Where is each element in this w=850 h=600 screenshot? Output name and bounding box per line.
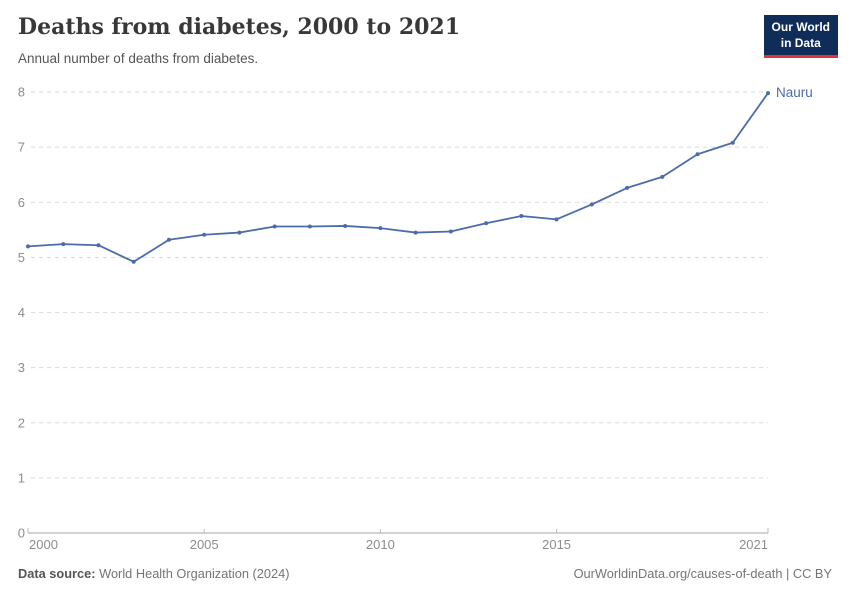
credit-link[interactable]: OurWorldinData.org/causes-of-death | CC … (573, 566, 832, 581)
chart-title: Deaths from diabetes, 2000 to 2021 (18, 14, 461, 40)
y-tick-label: 6 (18, 195, 25, 210)
owid-logo-line1: Our World (771, 20, 830, 34)
line-chart: 0 1 2 3 4 5 6 7 8 2000 2005 2010 2015 2021 Nauru (18, 85, 813, 553)
data-point (131, 259, 136, 264)
y-tick-label: 8 (18, 85, 25, 100)
series-label: Nauru (776, 85, 813, 100)
y-tick-label: 2 (18, 415, 25, 430)
data-line (27, 92, 769, 263)
data-point (202, 232, 207, 237)
data-point (378, 226, 383, 231)
data-point (448, 229, 453, 234)
x-tick-label: 2021 (739, 537, 768, 552)
data-point (625, 185, 630, 190)
data-point (96, 243, 101, 248)
data-point (307, 224, 312, 229)
data-point (166, 237, 171, 242)
data-source-label: Data source: (18, 566, 96, 581)
y-tick-label: 7 (18, 140, 25, 155)
data-point (589, 202, 594, 207)
y-tick-label: 5 (18, 250, 25, 265)
x-tick-label: 2015 (542, 537, 571, 552)
owid-logo-line2: in Data (780, 35, 821, 50)
data-point (343, 223, 348, 228)
chart-subtitle: Annual number of deaths from diabetes. (18, 51, 259, 66)
data-point (413, 230, 418, 235)
data-point (554, 217, 559, 222)
data-point (730, 140, 735, 145)
chart-footer: Data source: World Health Organization (… (18, 566, 832, 581)
data-point (484, 221, 489, 226)
data-source-value: World Health Organization (2024) (99, 566, 290, 581)
data-point (766, 91, 770, 96)
data-point (660, 174, 665, 179)
y-tick-label: 0 (18, 526, 25, 541)
x-tick-label: 2010 (366, 537, 395, 552)
data-point (61, 242, 66, 247)
owid-logo[interactable]: Our World in Data (763, 15, 838, 59)
y-tick-label: 4 (18, 305, 25, 320)
x-tick-label: 2000 (29, 537, 58, 552)
data-point (519, 214, 524, 219)
data-point (695, 152, 700, 157)
data-point (272, 224, 277, 229)
data-source: Data source: World Health Organization (… (18, 566, 290, 581)
x-tick-label: 2005 (190, 537, 219, 552)
y-tick-label: 1 (18, 470, 25, 485)
y-tick-label: 3 (18, 360, 25, 375)
data-point (26, 244, 30, 249)
data-point (237, 230, 242, 235)
